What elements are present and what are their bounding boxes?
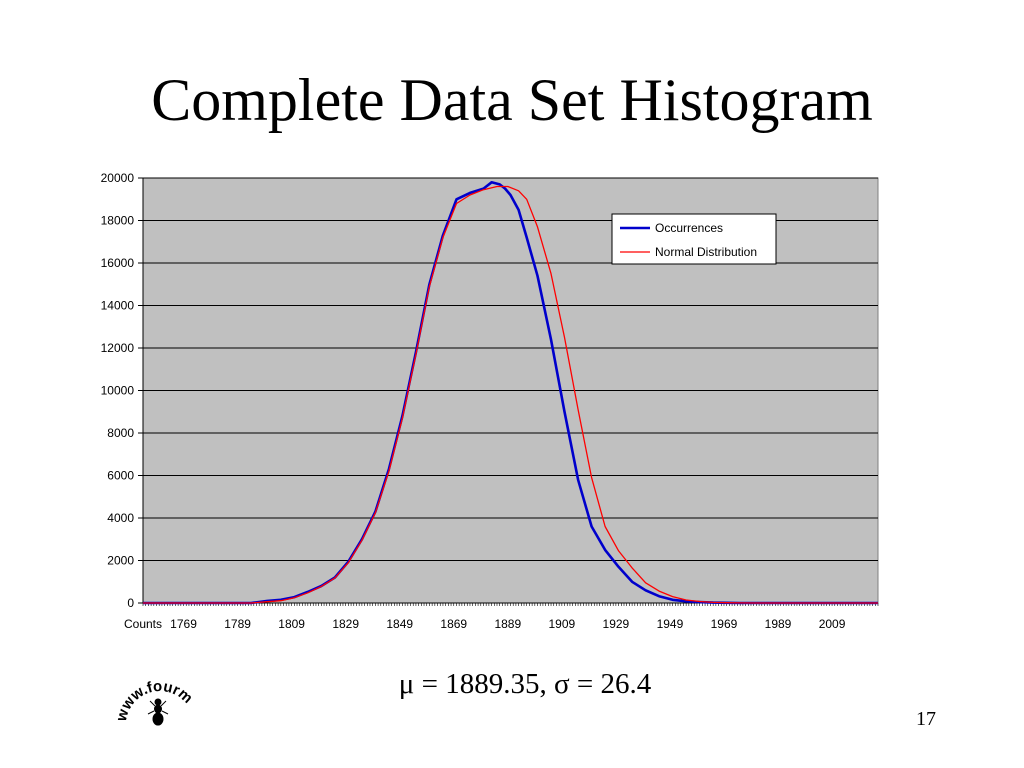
y-tick-label: 4000 [107, 511, 134, 525]
x-tick-label: 1889 [494, 617, 521, 631]
y-tick-label: 18000 [101, 214, 135, 228]
x-tick-label: 2009 [819, 617, 846, 631]
ant-icon [147, 698, 169, 726]
y-tick-label: 0 [127, 596, 134, 610]
fourmilab-logo: www.fourmilab.ch [112, 668, 196, 726]
legend-label-normal-distribution: Normal Distribution [655, 245, 757, 259]
y-tick-label: 8000 [107, 426, 134, 440]
x-tick-label: 1909 [548, 617, 575, 631]
x-tick-label: 1829 [332, 617, 359, 631]
x-tick-label: 1789 [224, 617, 251, 631]
y-tick-label: 14000 [101, 299, 135, 313]
x-first-label: Counts [124, 617, 162, 631]
x-tick-label: 1809 [278, 617, 305, 631]
y-tick-label: 6000 [107, 469, 134, 483]
page-number: 17 [916, 708, 936, 730]
y-tick-label: 10000 [101, 384, 135, 398]
legend: Occurrences Normal Distribution [611, 213, 777, 265]
y-tick-label: 20000 [101, 171, 135, 185]
y-tick-label: 16000 [101, 256, 135, 270]
stats-text: μ = 1889.35, σ = 26.4 [398, 668, 652, 700]
x-axis: Counts 1769 1789 1809 1829 1849 1869 1889 1909 19… [124, 602, 879, 631]
x-tick-label: 1929 [603, 617, 630, 631]
y-axis: 0 2000 4000 6000 8000 10000 12000 14000 16000 180… [101, 171, 144, 610]
chart: 0 2000 4000 6000 8000 10000 12000 14000 16000 180… [101, 171, 879, 631]
legend-label-occurrences: Occurrences [655, 221, 723, 235]
x-tick-label: 1769 [170, 617, 197, 631]
slide-title: Complete Data Set Histogram [151, 67, 873, 133]
x-tick-label: 1989 [765, 617, 792, 631]
x-tick-label: 1849 [386, 617, 413, 631]
legend-box [611, 213, 777, 265]
gridlines [143, 177, 878, 561]
x-tick-label: 1969 [711, 617, 738, 631]
x-tick-label: 1869 [440, 617, 467, 631]
series-line-normal-distribution [143, 185, 878, 604]
y-tick-label: 2000 [107, 554, 134, 568]
x-tick-label: 1949 [657, 617, 684, 631]
series-lines [143, 180, 878, 605]
y-tick-label: 12000 [101, 341, 135, 355]
